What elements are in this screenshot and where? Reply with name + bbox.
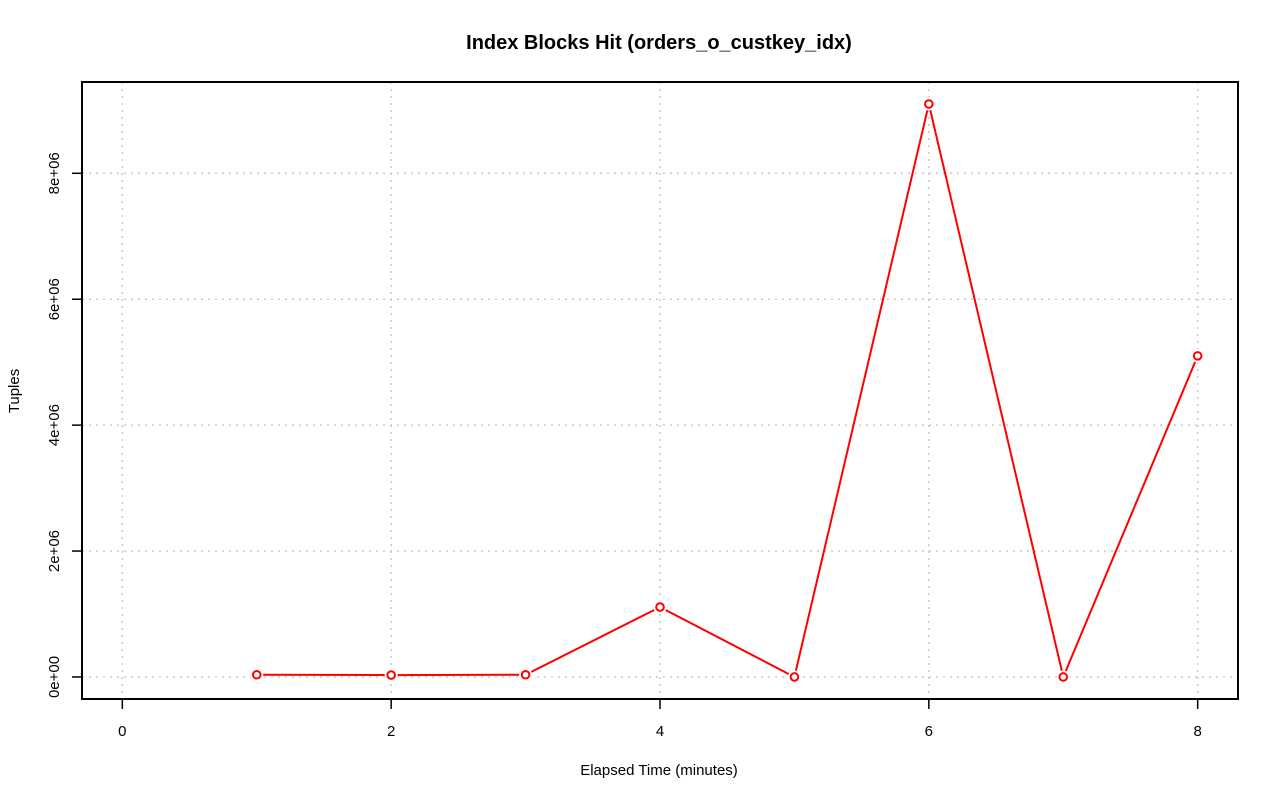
data-point bbox=[924, 99, 934, 109]
data-point bbox=[251, 669, 262, 680]
y-tick-label: 2e+06 bbox=[46, 530, 63, 572]
x-axis-label: Elapsed Time (minutes) bbox=[580, 762, 738, 779]
data-point bbox=[520, 669, 531, 680]
grid bbox=[82, 82, 1238, 699]
y-axis-label: Tuples bbox=[6, 369, 23, 413]
x-tick-label: 4 bbox=[656, 723, 664, 740]
axis-ticks: 0 2 4 6 8 0e+00 2e+06 4e+06 6e+06 8e+06 bbox=[46, 152, 1202, 740]
y-tick-label: 4e+06 bbox=[46, 404, 63, 446]
data-point bbox=[789, 672, 800, 682]
data-point bbox=[655, 602, 665, 612]
plot-frame bbox=[81, 81, 1239, 700]
data-point bbox=[1058, 672, 1069, 682]
y-tick-label: 6e+06 bbox=[46, 278, 63, 320]
data-point bbox=[386, 670, 396, 680]
series-layer bbox=[250, 97, 1205, 684]
y-tick-label: 8e+06 bbox=[46, 152, 63, 194]
series-line bbox=[256, 103, 1199, 681]
y-tick-label: 0e+00 bbox=[46, 656, 63, 698]
x-tick-label: 8 bbox=[1194, 723, 1202, 740]
chart-title: Index Blocks Hit (orders_o_custkey_idx) bbox=[466, 32, 852, 54]
data-point bbox=[1192, 351, 1203, 361]
x-tick-label: 2 bbox=[387, 723, 395, 740]
x-tick-label: 6 bbox=[925, 723, 933, 740]
x-tick-label: 0 bbox=[118, 723, 126, 740]
